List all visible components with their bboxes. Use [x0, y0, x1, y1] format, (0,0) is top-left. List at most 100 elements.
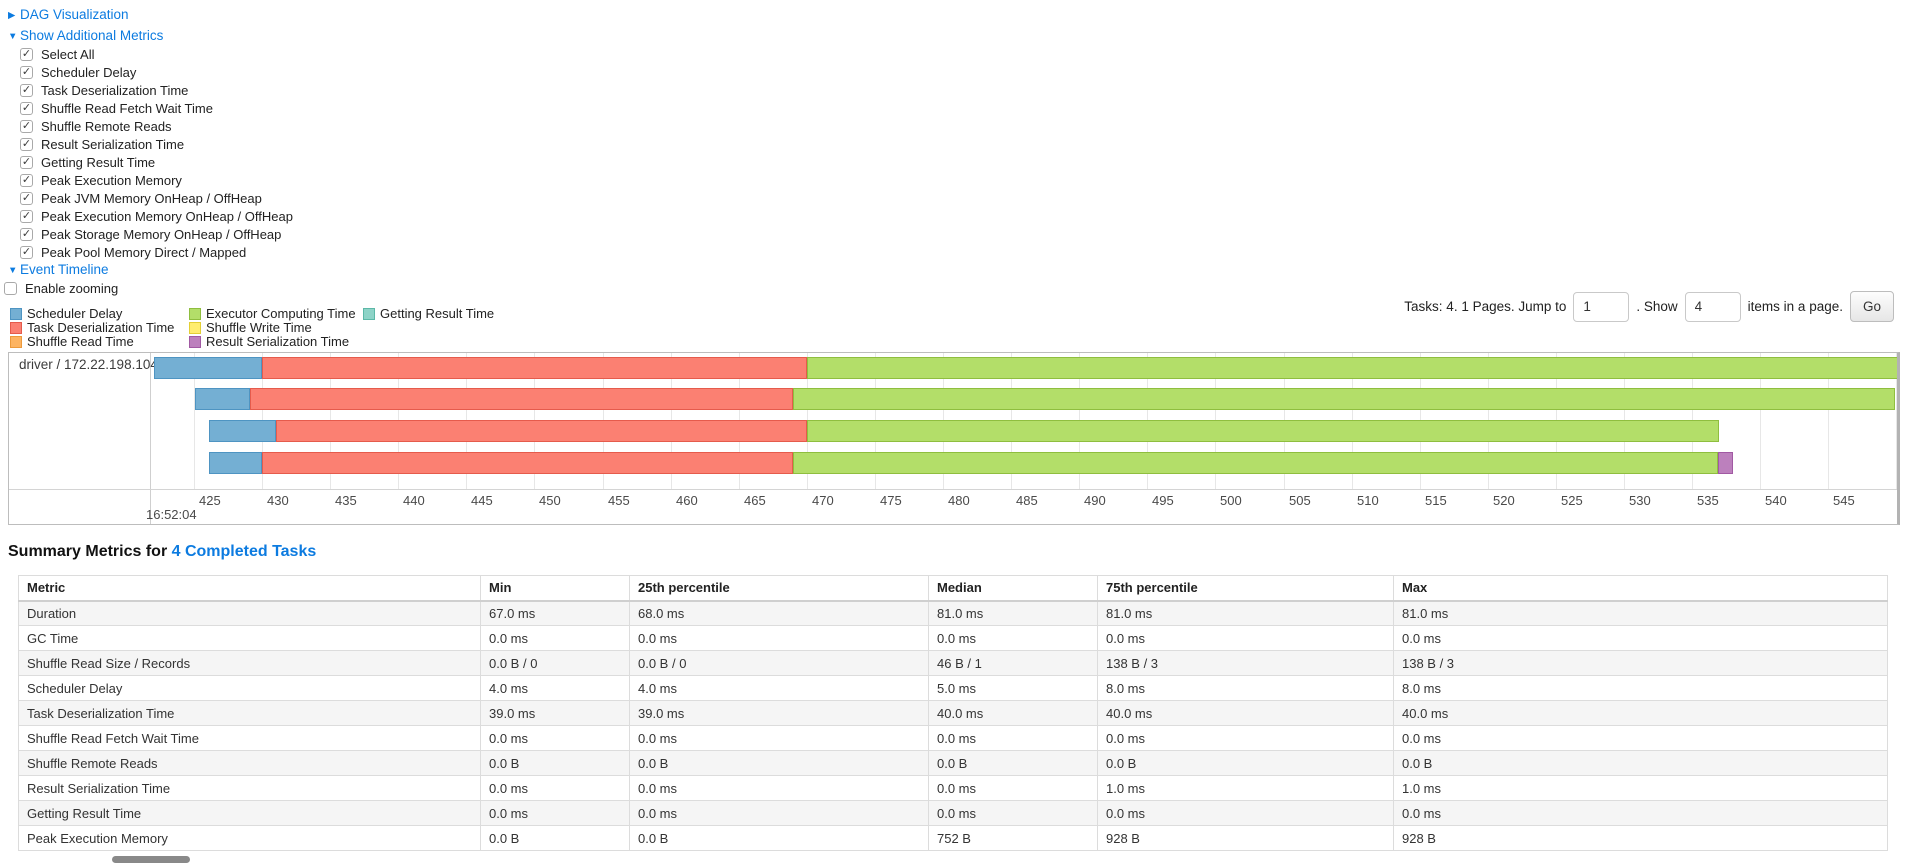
metric-value-cell: 1.0 ms: [1097, 775, 1394, 801]
checkbox-checked[interactable]: ✓: [20, 191, 33, 205]
table-row: Scheduler Delay 4.0 ms 4.0 ms 5.0 ms 8.0 ms 8…: [18, 675, 1888, 701]
timeline-group-label: driver / 172.22.198.104: [19, 357, 158, 372]
timeline-segment-executor_computing[interactable]: [806, 357, 1897, 379]
checkbox-unchecked[interactable]: [4, 281, 17, 295]
go-button[interactable]: Go: [1849, 291, 1894, 322]
metric-value-cell: 0.0 ms: [928, 775, 1098, 801]
jump-to-page-input[interactable]: [1573, 291, 1630, 322]
checkbox-label: Enable zooming: [25, 280, 119, 296]
timeline-segment-result_serialization[interactable]: [1718, 452, 1733, 474]
axis-tick-label: 480: [948, 493, 970, 508]
metric-name-cell: Result Serialization Time: [18, 775, 481, 801]
metric-value-cell: 0.0 B: [629, 825, 929, 851]
metric-value-cell: 752 B: [928, 825, 1098, 851]
checkbox-checked[interactable]: ✓: [20, 47, 33, 61]
checkbox-checked[interactable]: ✓: [20, 155, 33, 169]
checkbox-checked[interactable]: ✓: [20, 65, 33, 79]
legend-swatch-shuffle_write: [189, 321, 201, 334]
metric-value-cell: 0.0 ms: [629, 775, 929, 801]
axis-tick-label: 545: [1833, 493, 1855, 508]
metric-value-cell: 40.0 ms: [928, 700, 1098, 726]
timeline-segment-scheduler_delay[interactable]: [195, 388, 250, 410]
metric-checkbox-row[interactable]: ✓ Peak Pool Memory Direct / Mapped: [20, 244, 246, 260]
metric-value-cell: 39.0 ms: [629, 700, 929, 726]
section-show-additional-metrics[interactable]: ▼ Show Additional Metrics: [8, 28, 163, 43]
axis-tick-label: 425: [199, 493, 221, 508]
timeline-segment-task_deserialization[interactable]: [249, 388, 794, 410]
metric-value-cell: 928 B: [1097, 825, 1394, 851]
timeline-segment-executor_computing[interactable]: [793, 452, 1718, 474]
legend-swatch-task_deserialization: [10, 321, 22, 334]
horizontal-scrollbar-thumb[interactable]: [112, 856, 190, 863]
checkbox-checked[interactable]: ✓: [20, 245, 33, 259]
metric-value-cell: 0.0 ms: [480, 775, 630, 801]
checkbox-checked[interactable]: ✓: [20, 173, 33, 187]
timeline-segment-task_deserialization[interactable]: [262, 452, 794, 474]
metric-checkbox-row[interactable]: ✓ Peak Execution Memory: [20, 172, 182, 188]
timeline-segment-scheduler_delay[interactable]: [208, 420, 276, 442]
enable-zooming-checkbox-row[interactable]: Enable zooming: [4, 280, 118, 296]
metric-value-cell: 0.0 ms: [629, 800, 929, 826]
metric-checkbox-row[interactable]: ✓ Shuffle Remote Reads: [20, 118, 172, 134]
checkbox-label: Scheduler Delay: [41, 64, 137, 80]
table-row: Result Serialization Time 0.0 ms 0.0 ms 0.0…: [18, 775, 1888, 801]
timeline-segment-scheduler_delay[interactable]: [154, 357, 262, 379]
axis-time-label: 16:52:04: [146, 507, 197, 522]
checkbox-checked[interactable]: ✓: [20, 83, 33, 97]
section-event-timeline[interactable]: ▼ Event Timeline: [8, 262, 109, 277]
checkbox-checked[interactable]: ✓: [20, 119, 33, 133]
metric-value-cell: 0.0 B: [480, 750, 630, 776]
checkbox-checked[interactable]: ✓: [20, 227, 33, 241]
section-dag-visualization[interactable]: ▶ DAG Visualization: [8, 7, 129, 22]
timeline-segment-task_deserialization[interactable]: [275, 420, 807, 442]
metric-value-cell: 0.0 B: [629, 750, 929, 776]
legend-item: Getting Result Time: [363, 306, 494, 321]
metric-checkbox-row[interactable]: ✓ Peak Storage Memory OnHeap / OffHeap: [20, 226, 281, 242]
checkbox-checked[interactable]: ✓: [20, 209, 33, 223]
summary-metrics-heading: Summary Metrics for 4 Completed Tasks: [8, 543, 316, 561]
expanded-arrow-icon: ▼: [8, 265, 18, 276]
axis-tick-label: 530: [1629, 493, 1651, 508]
event-timeline-chart: driver / 172.22.198.104 425 430 435 440 445 4…: [8, 352, 1900, 525]
metric-value-cell: 0.0 ms: [1097, 725, 1394, 751]
axis-tick-label: 445: [471, 493, 493, 508]
table-row: Getting Result Time 0.0 ms 0.0 ms 0.0 ms 0.0…: [18, 800, 1888, 826]
timeline-gridline: [1828, 353, 1829, 489]
timeline-segment-scheduler_delay[interactable]: [208, 452, 262, 474]
completed-tasks-link[interactable]: 4 Completed Tasks: [171, 543, 317, 560]
checkbox-checked[interactable]: ✓: [20, 101, 33, 115]
legend-item: Executor Computing Time: [189, 306, 356, 321]
metric-checkbox-row[interactable]: ✓ Peak Execution Memory OnHeap / OffHeap: [20, 208, 293, 224]
axis-tick-label: 520: [1493, 493, 1515, 508]
legend-label: Result Serialization Time: [206, 334, 350, 349]
metric-checkbox-row[interactable]: ✓ Result Serialization Time: [20, 136, 184, 152]
checkbox-checked[interactable]: ✓: [20, 137, 33, 151]
checkbox-label: Result Serialization Time: [41, 136, 185, 152]
timeline-segment-executor_computing[interactable]: [793, 388, 1896, 410]
timeline-gridline: [1760, 353, 1761, 489]
checkbox-label: Peak Execution Memory OnHeap / OffHeap: [41, 208, 293, 224]
page-size-input[interactable]: [1684, 291, 1741, 322]
metric-checkbox-row[interactable]: ✓ Peak JVM Memory OnHeap / OffHeap: [20, 190, 262, 206]
timeline-segment-task_deserialization[interactable]: [262, 357, 807, 379]
summary-metrics-table: Metric Min 25th percentile Median 75th perce…: [18, 575, 1888, 851]
metric-value-cell: 68.0 ms: [629, 600, 929, 626]
metric-checkbox-row[interactable]: ✓ Task Deserialization Time: [20, 82, 188, 98]
axis-tick-label: 540: [1765, 493, 1787, 508]
metric-value-cell: 0.0 ms: [1097, 625, 1394, 651]
metric-value-cell: 39.0 ms: [480, 700, 630, 726]
axis-tick-label: 495: [1152, 493, 1174, 508]
legend-label: Shuffle Write Time: [206, 320, 312, 335]
table-header-row: Metric Min 25th percentile Median 75th perce…: [18, 575, 1888, 602]
timeline-segment-executor_computing[interactable]: [806, 420, 1720, 442]
legend-item: Shuffle Write Time: [189, 320, 312, 335]
metric-checkbox-row[interactable]: ✓ Getting Result Time: [20, 154, 155, 170]
metric-name-cell: Shuffle Read Size / Records: [18, 650, 481, 676]
metric-value-cell: 0.0 B: [928, 750, 1098, 776]
metric-checkbox-row[interactable]: ✓ Shuffle Read Fetch Wait Time: [20, 100, 213, 116]
metric-checkbox-row[interactable]: ✓ Scheduler Delay: [20, 64, 136, 80]
axis-tick-label: 515: [1425, 493, 1447, 508]
metric-value-cell: 0.0 ms: [480, 725, 630, 751]
metric-checkbox-row[interactable]: ✓ Select All: [20, 46, 94, 62]
